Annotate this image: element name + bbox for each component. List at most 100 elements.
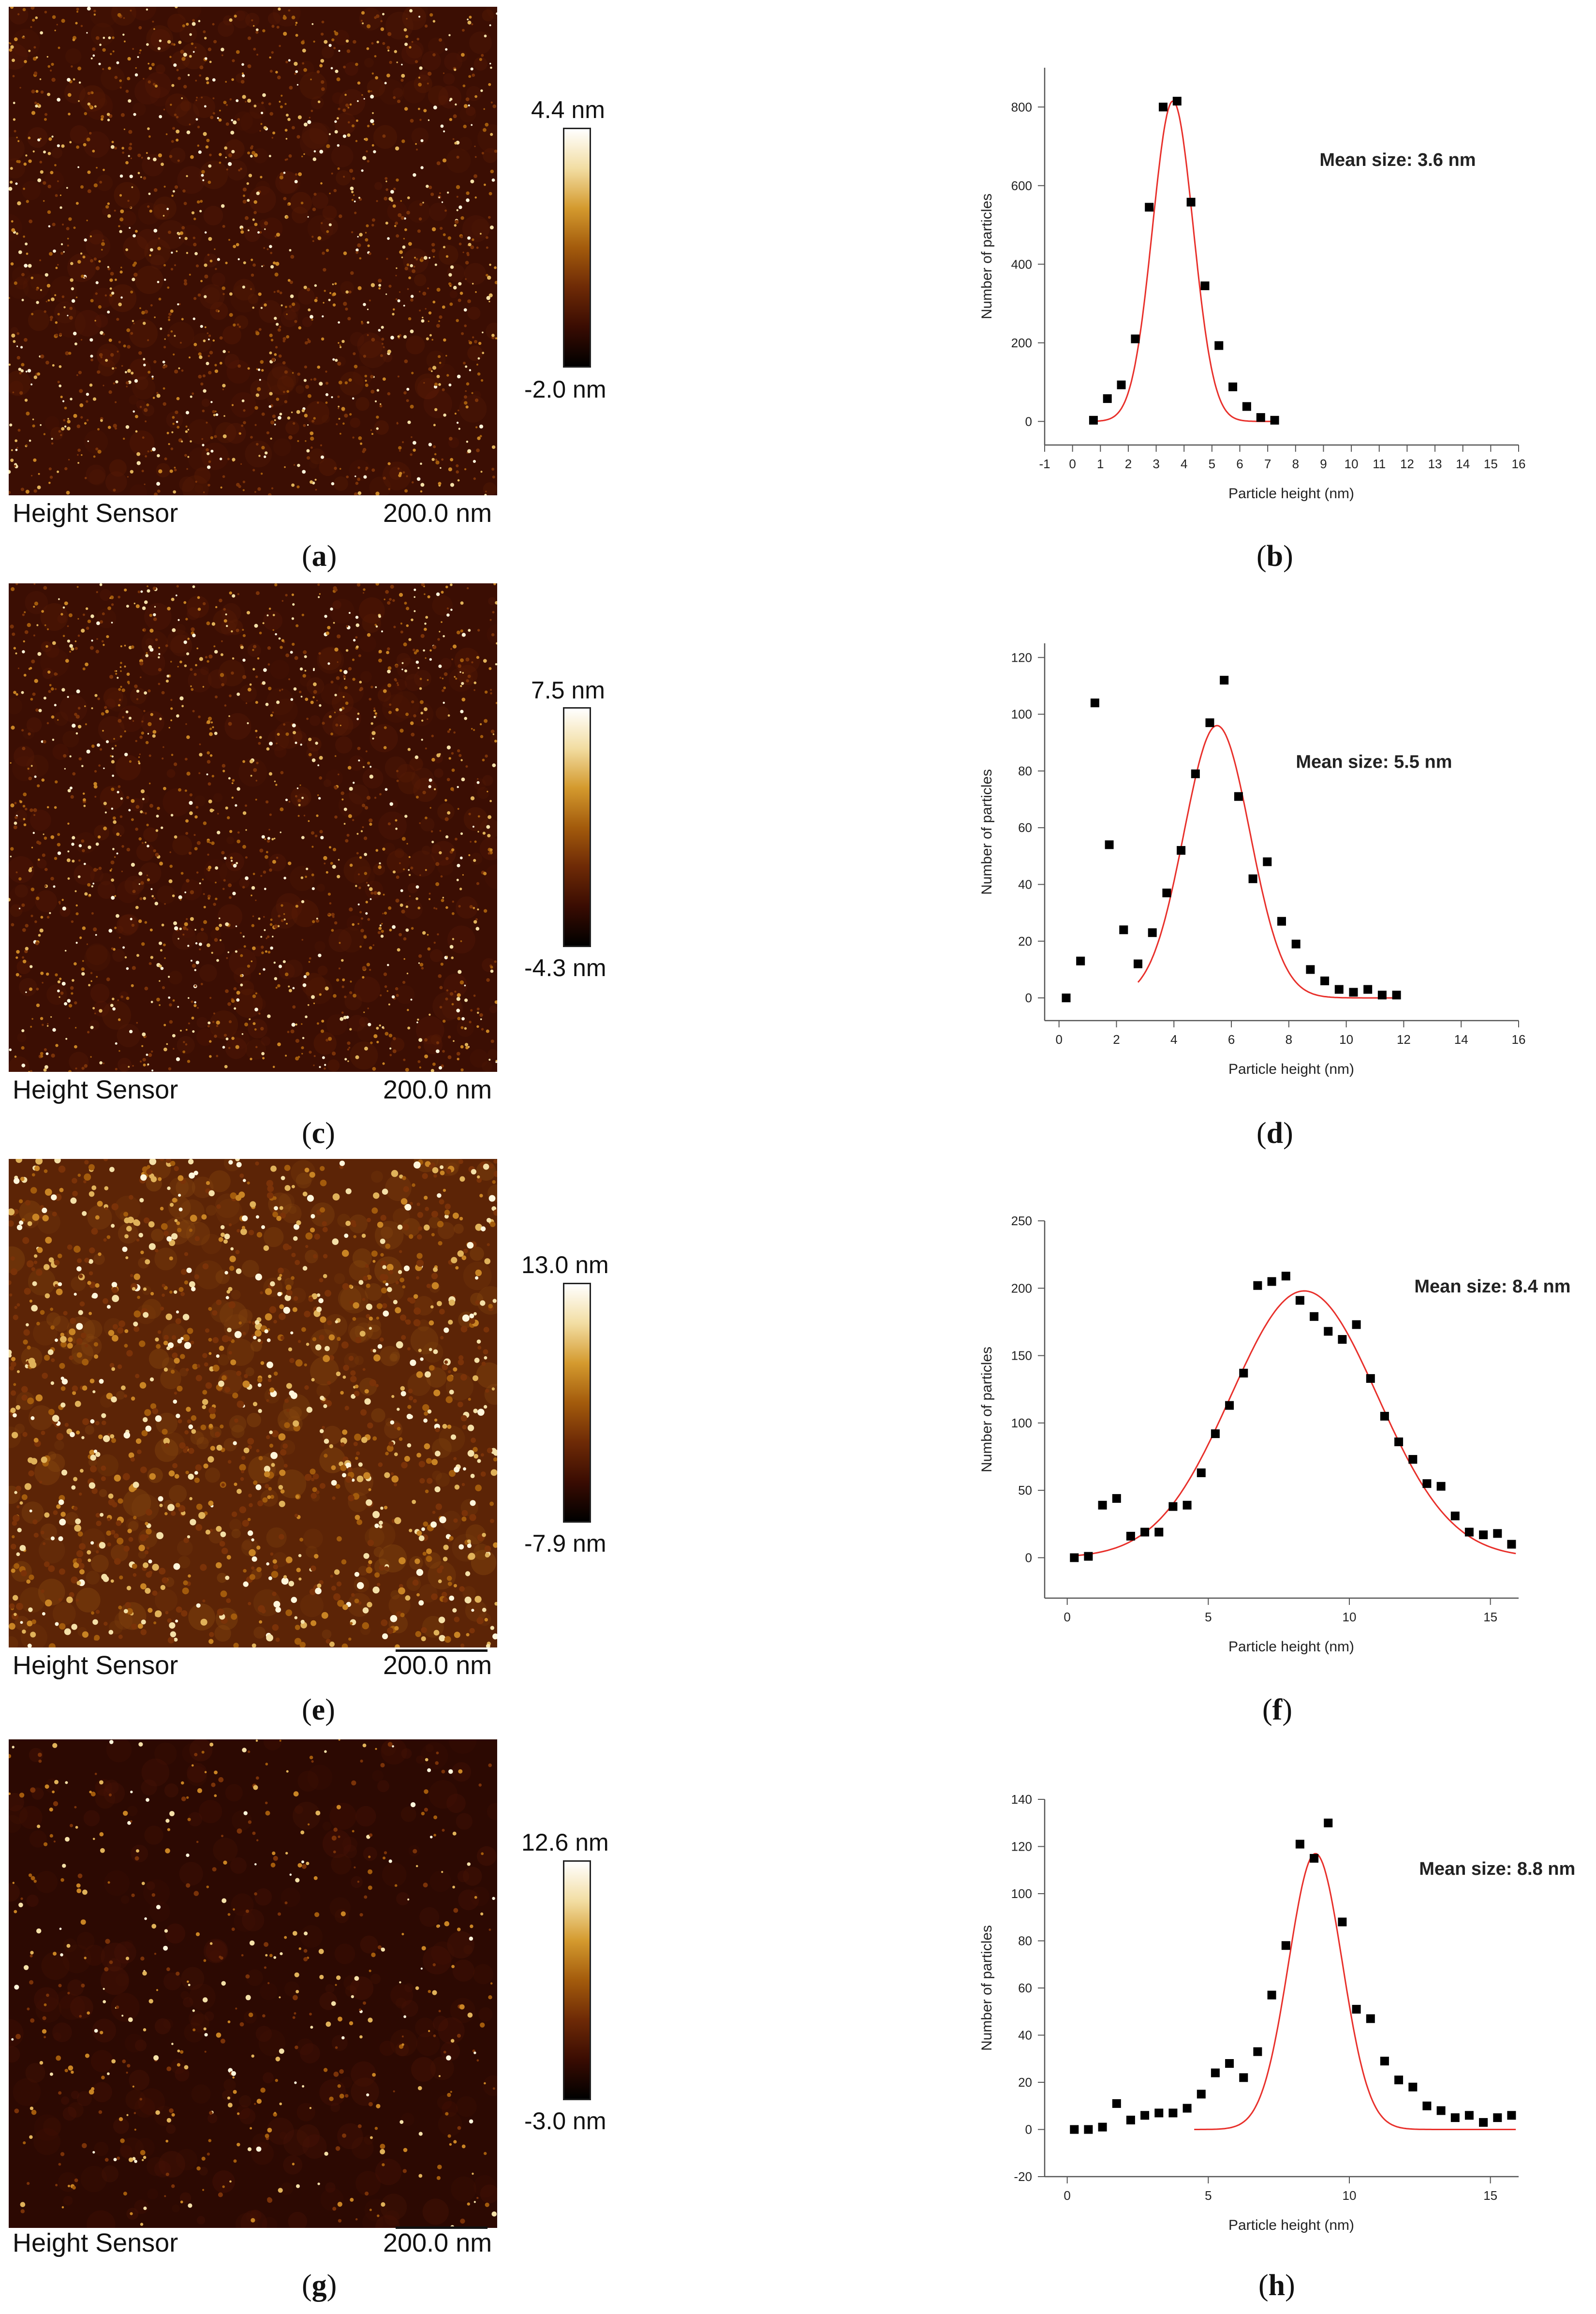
data-point xyxy=(1234,792,1243,801)
data-point xyxy=(1119,925,1128,934)
height-sensor-label: Height Sensor xyxy=(13,499,178,528)
data-point xyxy=(1162,889,1171,898)
x-tick-label: 16 xyxy=(1512,457,1526,471)
data-point xyxy=(1352,1320,1361,1329)
data-point xyxy=(1200,281,1210,290)
data-point xyxy=(1089,415,1098,425)
panel-letter: d xyxy=(1266,1117,1284,1150)
mean-size-annotation: Mean size: 8.8 nm xyxy=(1419,1859,1575,1879)
data-point xyxy=(1310,1854,1319,1863)
afm-height-map xyxy=(9,1159,497,1647)
x-tick-label: 15 xyxy=(1483,2188,1497,2203)
panel-letter: f xyxy=(1272,1693,1283,1726)
data-point xyxy=(1408,1455,1418,1464)
height-sensor-label: Height Sensor xyxy=(13,1075,178,1104)
data-point xyxy=(1084,1552,1093,1561)
data-point xyxy=(1363,985,1373,994)
x-tick-label: 9 xyxy=(1320,457,1327,471)
data-point xyxy=(1493,2113,1502,2122)
x-tick-label: -1 xyxy=(1039,457,1050,471)
x-tick-label: 0 xyxy=(1055,1032,1062,1047)
data-point xyxy=(1211,1429,1220,1439)
data-point xyxy=(1239,1368,1248,1378)
data-point xyxy=(1070,1553,1079,1562)
y-tick-label: 250 xyxy=(1011,1214,1032,1228)
x-tick-label: 3 xyxy=(1153,457,1159,471)
afm-image-e xyxy=(9,1159,497,1647)
y-axis-label: Number of particles xyxy=(979,1347,995,1472)
data-point xyxy=(1366,2014,1375,2023)
data-point xyxy=(1493,1529,1502,1538)
scale-bar xyxy=(396,2226,488,2229)
y-axis-label: Number of particles xyxy=(979,769,995,895)
chart-f: 0 50 100 150 200 250 0 5 10 15 Particle height (nm… xyxy=(979,1214,1571,1655)
data-point xyxy=(1422,1479,1432,1488)
data-point xyxy=(1310,1312,1319,1321)
data-point xyxy=(1291,939,1300,949)
data-point xyxy=(1281,1272,1290,1281)
data-point xyxy=(1098,2122,1107,2132)
x-tick-label: 10 xyxy=(1345,457,1359,471)
x-tick-label: 4 xyxy=(1181,457,1187,471)
data-point xyxy=(1172,97,1182,106)
y-tick-label: -20 xyxy=(1014,2169,1032,2184)
y-tick-label: 80 xyxy=(1018,764,1032,778)
data-point xyxy=(1380,1411,1389,1421)
x-tick-label: 0 xyxy=(1069,457,1076,471)
data-point xyxy=(1186,197,1196,207)
y-tick-label: 80 xyxy=(1018,1934,1032,1948)
data-point xyxy=(1182,2104,1192,2113)
data-point xyxy=(1295,1296,1304,1305)
data-point xyxy=(1338,1917,1347,1927)
x-tick-label: 12 xyxy=(1397,1032,1411,1047)
afm-height-map xyxy=(9,1739,497,2228)
y-tick-label: 0 xyxy=(1025,2122,1032,2137)
data-point xyxy=(1197,2090,1206,2099)
y-axis-label: Number of particles xyxy=(979,193,995,319)
y-tick-label: 20 xyxy=(1018,934,1032,949)
data-point xyxy=(1225,2059,1234,2068)
x-tick-label: 1 xyxy=(1097,457,1104,471)
data-point xyxy=(1320,976,1330,985)
data-point xyxy=(1253,2047,1262,2056)
x-tick-label: 0 xyxy=(1064,2188,1070,2203)
data-point xyxy=(1084,2125,1093,2134)
gaussian-fit-line xyxy=(1093,100,1275,422)
data-point xyxy=(1349,988,1358,997)
panel-letter: b xyxy=(1266,540,1284,573)
data-point xyxy=(1324,1327,1333,1336)
afm-image-g xyxy=(9,1739,497,2228)
x-tick-label: 6 xyxy=(1236,457,1243,471)
data-point xyxy=(1334,985,1344,994)
data-point xyxy=(1277,917,1286,926)
data-point xyxy=(1228,382,1238,391)
panel-letter: c xyxy=(311,1117,325,1150)
y-tick-label: 0 xyxy=(1025,414,1032,429)
y-tick-label: 120 xyxy=(1011,650,1032,665)
x-tick-label: 13 xyxy=(1428,457,1442,471)
panel-label-e: (e) xyxy=(302,1693,335,1726)
colorbar-max-label: 12.6 nm xyxy=(521,1829,609,1856)
x-tick-label: 2 xyxy=(1113,1032,1120,1047)
data-point xyxy=(1324,1818,1333,1827)
panel-letter: g xyxy=(311,2269,327,2302)
data-point xyxy=(1168,2108,1178,2118)
data-point xyxy=(1450,1512,1460,1521)
x-tick-label: 10 xyxy=(1343,2188,1357,2203)
data-point xyxy=(1112,1494,1121,1503)
y-tick-label: 100 xyxy=(1011,1886,1032,1901)
data-point xyxy=(1377,991,1387,1000)
panel-label-a: (a) xyxy=(302,540,337,573)
data-point xyxy=(1126,2116,1135,2124)
colorbar-min-label: -4.3 nm xyxy=(524,954,606,981)
x-tick-label: 7 xyxy=(1264,457,1271,471)
y-axis-label: Number of particles xyxy=(979,1925,995,2051)
y-tick-label: 50 xyxy=(1018,1483,1032,1498)
afm-height-map xyxy=(9,7,497,495)
data-point xyxy=(1205,718,1214,727)
data-point xyxy=(1253,1281,1262,1290)
data-point xyxy=(1191,769,1200,778)
data-point xyxy=(1168,1502,1178,1511)
x-tick-label: 12 xyxy=(1400,457,1414,471)
